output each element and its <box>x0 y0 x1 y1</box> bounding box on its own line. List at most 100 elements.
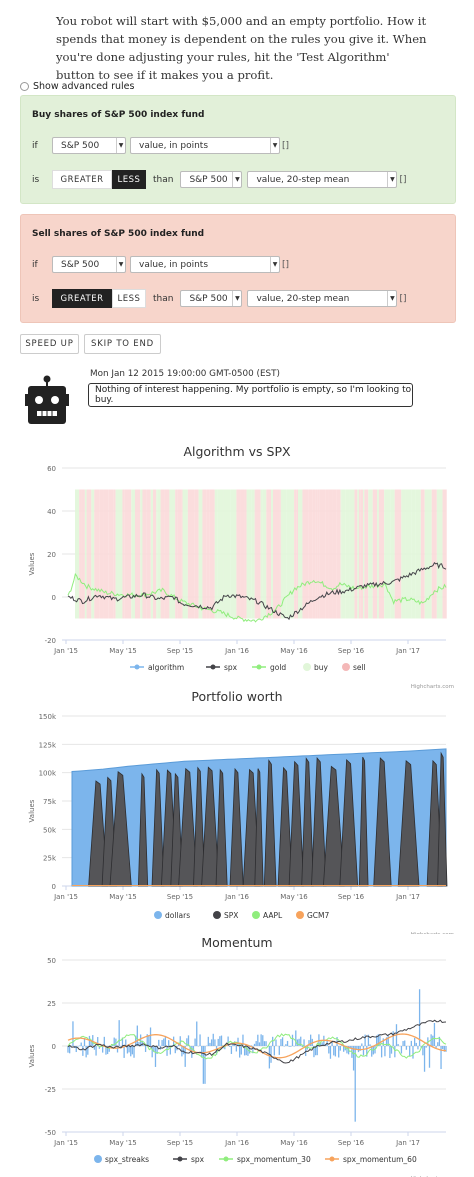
sell-asset-value: S&P 500 <box>61 259 100 270</box>
buy-sell-band <box>296 489 298 619</box>
legend-item-spx: spx <box>191 1155 205 1164</box>
buy-sell-band <box>372 489 378 619</box>
sell-compare-asset-value: S&P 500 <box>189 293 228 304</box>
chart2-title: Portfolio worth <box>191 689 283 704</box>
spx-series-line <box>67 562 447 621</box>
legend-symbol <box>296 911 304 919</box>
buy-sell-band <box>202 489 207 619</box>
y-tick-label: 150k <box>39 713 57 721</box>
buy-sell-band <box>424 489 432 619</box>
buy-sell-band <box>157 489 161 619</box>
buy-sell-band <box>394 489 402 619</box>
sell-is-label: is <box>32 293 40 304</box>
buy-measure-bracket: [] <box>282 140 290 151</box>
buy-sell-band <box>206 489 210 619</box>
skip-to-end-button[interactable]: SKIP TO END <box>84 334 161 354</box>
y-tick-label: 0 <box>52 594 56 602</box>
buy-sell-band <box>194 489 199 619</box>
chevron-down-icon: ▼ <box>116 138 125 153</box>
x-tick-label: Jan '15 <box>53 647 78 655</box>
buy-sell-band <box>254 489 256 619</box>
buy-sell-band <box>420 489 425 619</box>
sell-if-label: if <box>32 259 38 270</box>
speed-up-button[interactable]: SPEED UP <box>20 334 79 354</box>
x-tick-label: Jan '16 <box>224 893 249 901</box>
buy-sell-band <box>294 489 297 619</box>
advanced-rules-checkbox[interactable] <box>20 82 29 91</box>
buy-sell-band <box>75 489 80 619</box>
chevron-down-icon: ▼ <box>232 291 241 306</box>
sell-measure-bracket: [] <box>282 259 290 270</box>
x-tick-label: Jan '15 <box>53 1139 78 1147</box>
buy-sell-band <box>364 489 369 619</box>
legend-symbol <box>134 664 140 670</box>
sell-compare-measure-select[interactable]: value, 20-step mean ▼ <box>247 290 398 307</box>
x-tick-label: May '16 <box>280 1139 308 1147</box>
buy-sell-band <box>99 489 104 619</box>
buy-sell-band <box>209 489 215 619</box>
buy-less-toggle[interactable]: LESS <box>112 170 146 189</box>
momentum30-series-line <box>67 1033 447 1060</box>
robot-icon <box>25 375 69 424</box>
y-tick-label: 125k <box>39 741 57 749</box>
buy-sell-band <box>150 489 153 619</box>
buy-sell-band <box>332 489 337 619</box>
sell-measure-select[interactable]: value, in points ▼ <box>130 256 280 273</box>
buy-than-label: than <box>153 174 174 185</box>
buy-sell-band <box>169 489 176 619</box>
advanced-rules-toggle[interactable]: Show advanced rules <box>20 81 134 92</box>
sell-compare-asset-select[interactable]: S&P 500 ▼ <box>180 290 243 307</box>
buy-sell-band <box>349 489 355 619</box>
x-tick-label: May '15 <box>109 893 137 901</box>
buy-compare-asset-select[interactable]: S&P 500 ▼ <box>180 171 243 188</box>
sell-rule-panel: Sell shares of S&P 500 index fund if S&P… <box>20 214 456 323</box>
y-axis-title: Values <box>28 799 36 822</box>
sell-greater-toggle[interactable]: GREATER <box>52 289 112 308</box>
buy-sell-band <box>357 489 360 619</box>
buy-compare-measure-select[interactable]: value, 20-step mean ▼ <box>247 171 398 188</box>
buy-greater-toggle[interactable]: GREATER <box>52 170 112 189</box>
buy-sell-band <box>81 489 85 619</box>
legend-symbol <box>223 1156 229 1162</box>
credits: Highcharts.com <box>411 684 454 690</box>
buy-if-label: if <box>32 140 38 151</box>
buy-sell-band <box>436 489 443 619</box>
buy-sell-band <box>272 489 280 619</box>
sell-less-toggle[interactable]: LESS <box>112 289 146 308</box>
buy-sell-band <box>164 489 170 619</box>
buy-asset-select[interactable]: S&P 500 ▼ <box>52 137 126 154</box>
chevron-down-icon: ▼ <box>270 257 279 272</box>
momentum60-series-line <box>67 1033 447 1059</box>
sell-compare-bracket: [] <box>399 293 407 304</box>
x-tick-label: Jan '16 <box>224 1139 249 1147</box>
buy-sell-band <box>271 489 273 619</box>
y-axis-title: Values <box>28 552 36 575</box>
x-tick-label: Sep '16 <box>338 893 365 901</box>
buy-sell-band <box>240 489 245 619</box>
advanced-rules-label: Show advanced rules <box>33 81 135 92</box>
x-tick-label: Jan '17 <box>395 893 420 901</box>
sell-asset-select[interactable]: S&P 500 ▼ <box>52 256 126 273</box>
chevron-down-icon: ▼ <box>116 257 125 272</box>
buy-sell-band <box>341 489 346 619</box>
buy-measure-select[interactable]: value, in points ▼ <box>130 137 280 154</box>
y-tick-label: -50 <box>45 1129 56 1137</box>
sell-than-label: than <box>153 293 174 304</box>
legend-symbol <box>210 664 216 670</box>
x-tick-label: Jan '15 <box>53 893 78 901</box>
buy-sell-band <box>156 489 158 619</box>
buy-sell-band <box>84 489 87 619</box>
buy-sell-band <box>359 489 361 619</box>
buy-sell-band <box>431 489 437 619</box>
buy-sell-band <box>260 489 263 619</box>
y-tick-label: 75k <box>43 798 57 806</box>
y-tick-label: 20 <box>47 551 56 559</box>
buy-sell-band <box>354 489 358 619</box>
buy-sell-band <box>336 489 341 619</box>
x-tick-label: May '15 <box>109 647 137 655</box>
buy-sell-band <box>345 489 350 619</box>
buy-sell-band <box>384 489 391 619</box>
buy-sell-band <box>302 489 309 619</box>
buy-sell-band <box>401 489 406 619</box>
buy-sell-band <box>177 489 182 619</box>
